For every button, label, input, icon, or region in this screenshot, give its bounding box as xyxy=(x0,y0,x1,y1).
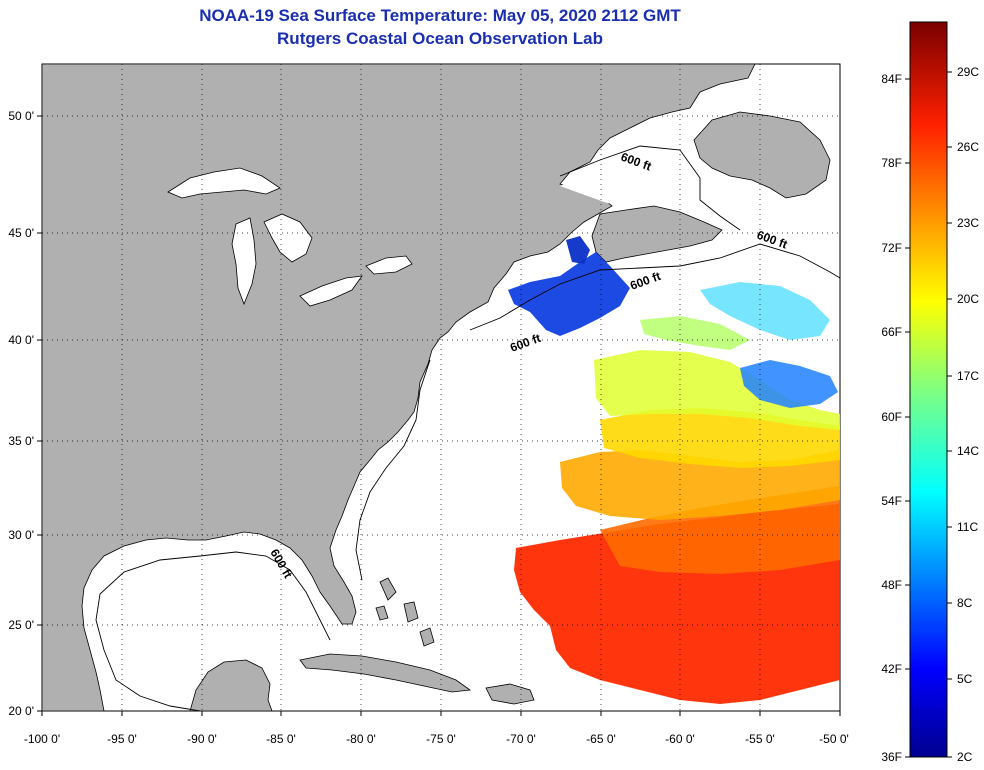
isobath-600ft xyxy=(469,243,840,331)
lon-label: -60 0' xyxy=(665,732,695,746)
lon-label: -50 0' xyxy=(819,732,849,746)
sst-data-layer xyxy=(508,236,840,704)
map-subtitle: Rutgers Coastal Ocean Observation Lab xyxy=(277,29,603,48)
gulf-st-lawrence xyxy=(560,158,700,208)
cb-f-label: 36F xyxy=(881,750,902,764)
lat-label: 45 0' xyxy=(8,226,34,240)
cb-f-label: 54F xyxy=(881,494,902,508)
lon-label: -95 0' xyxy=(107,732,137,746)
hispaniola-land xyxy=(485,683,535,705)
lat-labels: 20 0' 25 0' 30 0' 35 0' 40 0' 45 0' 50 0… xyxy=(8,109,34,718)
cb-c-label: 2C xyxy=(957,750,973,764)
newfoundland-land xyxy=(693,111,831,199)
cuba-land xyxy=(299,653,472,693)
lon-labels: -100 0' -95 0' -90 0' -85 0' -80 0' -75 … xyxy=(24,732,849,746)
lat-label: 30 0' xyxy=(8,528,34,542)
lat-label: 40 0' xyxy=(8,333,34,347)
lake-superior xyxy=(167,167,281,199)
cb-c-label: 26C xyxy=(957,140,979,154)
lon-label: -55 0' xyxy=(745,732,775,746)
cb-f-label: 78F xyxy=(881,156,902,170)
cb-c-label: 20C xyxy=(957,292,979,306)
map-title: NOAA-19 Sea Surface Temperature: May 05,… xyxy=(199,6,681,25)
colorbar xyxy=(909,21,948,758)
cb-c-label: 14C xyxy=(957,444,979,458)
isobath-600ft-east xyxy=(355,359,431,581)
lon-label: -75 0' xyxy=(426,732,456,746)
colorbar-c-labels: 2C 5C 8C 11C 14C 17C 20C 23C 26C 29C xyxy=(957,65,979,764)
lake-erie xyxy=(299,275,363,307)
cb-c-label: 8C xyxy=(957,596,973,610)
cb-c-label: 23C xyxy=(957,216,979,230)
lake-ontario xyxy=(365,255,413,275)
cb-f-label: 72F xyxy=(881,241,902,255)
lake-michigan xyxy=(231,217,257,306)
graticule xyxy=(42,64,840,711)
cb-c-label: 17C xyxy=(957,369,979,383)
cb-c-label: 5C xyxy=(957,672,973,686)
bahamas-land xyxy=(375,577,435,647)
cb-f-label: 60F xyxy=(881,410,902,424)
lat-label: 25 0' xyxy=(8,618,34,632)
axis-ticks xyxy=(37,115,841,716)
yucatan-land xyxy=(189,659,273,711)
cb-c-label: 29C xyxy=(957,65,979,79)
colorbar-ticks xyxy=(905,71,952,758)
cb-f-label: 42F xyxy=(881,662,902,676)
lon-label: -85 0' xyxy=(266,732,296,746)
cb-f-label: 66F xyxy=(881,325,902,339)
cb-c-label: 11C xyxy=(957,520,978,534)
lat-label: 20 0' xyxy=(8,704,34,718)
isobath-600ft-gulf xyxy=(95,551,331,711)
cb-f-label: 84F xyxy=(881,72,902,86)
lon-label: -65 0' xyxy=(586,732,616,746)
lon-label: -100 0' xyxy=(24,732,60,746)
lat-label: 50 0' xyxy=(8,109,34,123)
lake-huron xyxy=(263,213,313,263)
cb-f-label: 48F xyxy=(881,578,902,592)
lon-label: -90 0' xyxy=(187,732,217,746)
lat-label: 35 0' xyxy=(8,434,34,448)
colorbar-f-labels: 36F 42F 48F 54F 60F 66F 72F 78F 84F xyxy=(881,72,902,764)
lon-label: -70 0' xyxy=(506,732,536,746)
lon-label: -80 0' xyxy=(346,732,376,746)
isobath-600ft-north xyxy=(559,145,741,231)
north-america-land xyxy=(42,64,756,711)
